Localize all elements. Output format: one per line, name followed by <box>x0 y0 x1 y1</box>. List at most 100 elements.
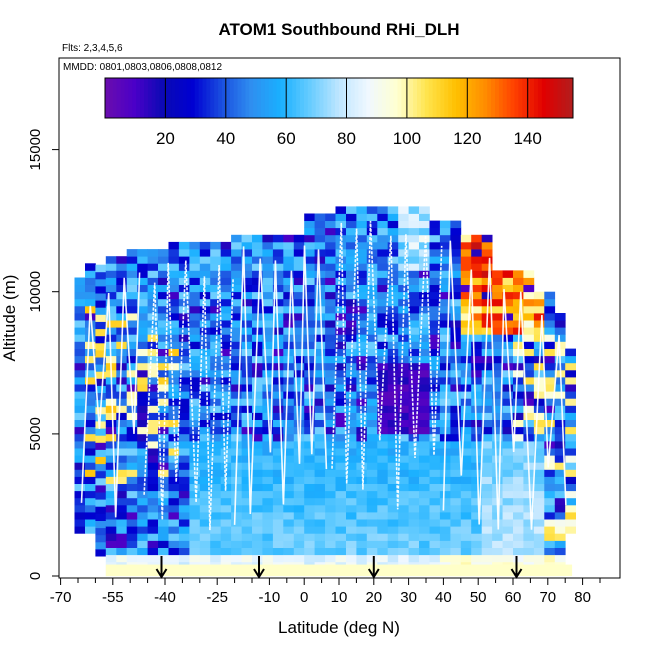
heatmap-cell <box>408 398 420 406</box>
colorbar-swatch <box>339 78 344 118</box>
heatmap-cell <box>366 405 378 413</box>
heatmap-cell <box>366 547 378 556</box>
heatmap-cell <box>158 384 169 392</box>
heatmap-cell <box>523 291 535 300</box>
heatmap-cell <box>283 398 295 406</box>
heatmap-cell <box>408 512 420 520</box>
heatmap-cell <box>377 298 389 307</box>
heatmap-cell <box>262 327 274 335</box>
heatmap-cell <box>314 256 326 264</box>
heatmap-cell <box>408 348 420 357</box>
heatmap-cell <box>523 441 535 449</box>
heatmap-cell <box>116 391 128 399</box>
colorbar-swatch <box>557 78 562 118</box>
heatmap-cell <box>168 348 180 357</box>
heatmap-cell <box>85 426 96 435</box>
heatmap-cell <box>283 448 295 456</box>
heatmap-cell <box>126 519 138 527</box>
heatmap-cell <box>335 426 347 435</box>
heatmap-cell <box>492 469 503 477</box>
colorbar-swatch <box>354 78 359 118</box>
heatmap-cell <box>408 291 420 300</box>
heatmap-cell <box>168 504 180 513</box>
heatmap-cell <box>137 490 148 499</box>
heatmap-cell <box>293 241 305 250</box>
heatmap-cell <box>95 470 107 479</box>
heatmap-cell <box>565 483 576 492</box>
heatmap-cell <box>366 391 378 399</box>
heatmap-cell <box>95 428 107 436</box>
heatmap-cell <box>513 362 524 371</box>
heatmap-cell <box>366 419 378 428</box>
heatmap-cell <box>210 490 221 499</box>
heatmap-cell <box>95 421 107 429</box>
heatmap-cell <box>554 504 566 513</box>
heatmap-cell <box>283 512 295 520</box>
heatmap-cell <box>126 547 138 556</box>
heatmap-cell <box>481 455 493 463</box>
heatmap-cell <box>304 526 315 534</box>
heatmap-cell <box>419 213 430 221</box>
heatmap-cell <box>189 533 201 541</box>
flight-track <box>80 272 141 518</box>
heatmap-cell <box>450 313 462 321</box>
heatmap-cell <box>147 334 159 342</box>
heatmap-cell <box>335 206 347 214</box>
colorbar-swatch <box>245 78 250 118</box>
heatmap-cell <box>429 320 441 328</box>
heatmap-cell <box>283 519 295 527</box>
heatmap-cell <box>74 412 86 420</box>
heatmap-cell <box>95 463 107 472</box>
heatmap-cell <box>85 455 96 463</box>
heatmap-cell <box>387 398 399 406</box>
heatmap-cell <box>387 227 399 236</box>
heatmap-cell <box>168 334 180 342</box>
colorbar-swatch <box>136 78 141 118</box>
heatmap-cell <box>460 497 472 506</box>
heatmap-cell <box>513 441 524 449</box>
heatmap-cell <box>335 327 347 335</box>
heatmap-cell <box>105 327 117 335</box>
heatmap-cell <box>408 284 420 293</box>
heatmap-cell <box>387 277 399 285</box>
heatmap-cell <box>168 497 180 506</box>
heatmap-cell <box>210 241 221 250</box>
heatmap-cell <box>398 355 409 364</box>
heatmap-cell <box>168 433 180 442</box>
heatmap-cell <box>554 490 566 499</box>
x-tick-label: 20 <box>365 589 382 606</box>
heatmap-cell <box>377 462 389 470</box>
heatmap-cell <box>554 426 566 435</box>
heatmap-cell <box>147 419 159 428</box>
heatmap-cell <box>252 419 263 428</box>
heatmap-cell <box>210 327 221 335</box>
heatmap-cell <box>513 512 524 520</box>
heatmap-cell <box>523 355 535 364</box>
heatmap-cell <box>366 554 378 563</box>
colorbar-tick-label: 40 <box>216 129 235 148</box>
heatmap-cell <box>314 519 326 527</box>
heatmap-cell <box>387 547 399 556</box>
heatmap-cell <box>398 519 409 527</box>
heatmap-cell <box>356 355 368 364</box>
heatmap-cell <box>533 426 545 435</box>
heatmap-cell <box>544 412 556 420</box>
heatmap-cell <box>450 277 462 285</box>
colorbar-swatch <box>222 78 227 118</box>
heatmap-cell <box>325 377 336 385</box>
colorbar-swatch <box>385 78 391 118</box>
heatmap-cell <box>346 519 357 527</box>
colorbar-swatch <box>108 78 114 118</box>
heatmap-cell <box>377 334 389 342</box>
heatmap-cell <box>74 398 86 406</box>
heatmap-cell <box>95 278 107 287</box>
heatmap-cell <box>335 391 347 399</box>
heatmap-cell <box>346 249 357 257</box>
heatmap-cell <box>502 504 514 513</box>
heatmap-cell <box>231 533 242 541</box>
heatmap-cell <box>85 441 96 449</box>
heatmap-cell <box>74 313 86 321</box>
flight-tracks <box>80 220 567 531</box>
heatmap-cell <box>293 526 305 534</box>
heatmap-cell <box>325 277 336 285</box>
